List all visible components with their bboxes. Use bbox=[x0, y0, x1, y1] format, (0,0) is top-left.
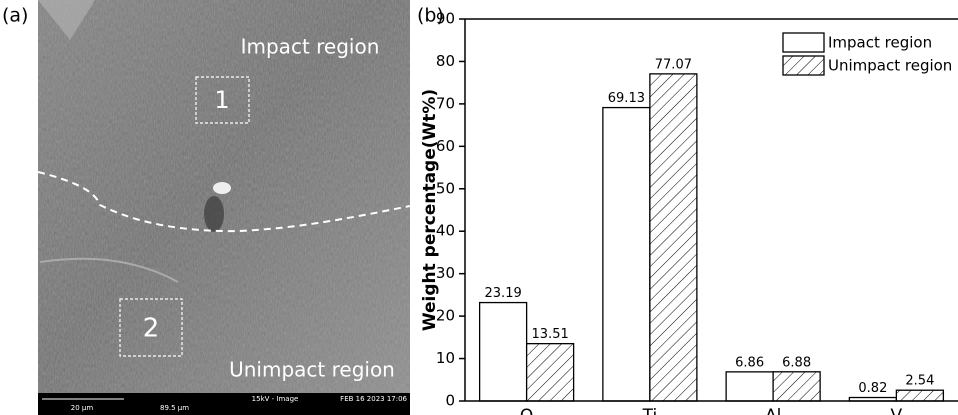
region-number: 2 bbox=[143, 314, 160, 344]
y-tick-label: 0 bbox=[445, 392, 455, 410]
y-tick-label: 80 bbox=[436, 52, 455, 70]
hfw-text: 89.5 μm bbox=[160, 404, 189, 412]
legend-label: Impact region bbox=[828, 34, 932, 52]
x-tick-label: Ti bbox=[642, 406, 658, 415]
sem-feature bbox=[213, 182, 231, 194]
value-label: 2.54 bbox=[905, 374, 934, 389]
x-tick-label: V bbox=[891, 406, 903, 415]
value-label: 0.82 bbox=[858, 381, 887, 396]
bar bbox=[480, 303, 527, 401]
figure: (a) 1 2 Impact region Unimpact region 20… bbox=[0, 0, 958, 415]
x-tick-label: Al bbox=[765, 406, 781, 415]
sem-texture bbox=[38, 0, 410, 415]
value-label: 13.51 bbox=[532, 327, 569, 342]
value-label: 6.86 bbox=[735, 355, 764, 370]
sem-image: 1 2 Impact region Unimpact region 20 μm … bbox=[38, 0, 410, 415]
value-label: 23.19 bbox=[485, 286, 522, 301]
bar bbox=[726, 372, 773, 401]
region-label: Impact region bbox=[241, 35, 380, 59]
region-number: 1 bbox=[214, 86, 229, 114]
bar bbox=[896, 390, 943, 401]
bar bbox=[773, 372, 820, 401]
region-label: Unimpact region bbox=[229, 358, 395, 382]
bar bbox=[527, 344, 574, 401]
value-label: 6.88 bbox=[782, 355, 811, 370]
y-axis-label: Weight percentage(Wt%) bbox=[420, 89, 440, 331]
y-tick-label: 90 bbox=[436, 10, 455, 28]
scale-text: 20 μm bbox=[71, 404, 94, 412]
y-tick-label: 10 bbox=[436, 349, 455, 367]
bar bbox=[603, 108, 650, 401]
x-tick-label: O bbox=[520, 406, 533, 415]
date-text: FEB 16 2023 17:06 bbox=[340, 395, 407, 403]
panel-label: (a) bbox=[2, 5, 28, 27]
voltage-text: 15kV - Image bbox=[252, 395, 299, 403]
value-label: 69.13 bbox=[608, 91, 645, 106]
value-label: 77.07 bbox=[655, 57, 692, 72]
sem-feature bbox=[204, 196, 224, 232]
legend-label: Unimpact region bbox=[828, 57, 952, 75]
legend-swatch bbox=[783, 56, 824, 75]
bar bbox=[650, 74, 697, 401]
legend-swatch bbox=[783, 33, 824, 52]
